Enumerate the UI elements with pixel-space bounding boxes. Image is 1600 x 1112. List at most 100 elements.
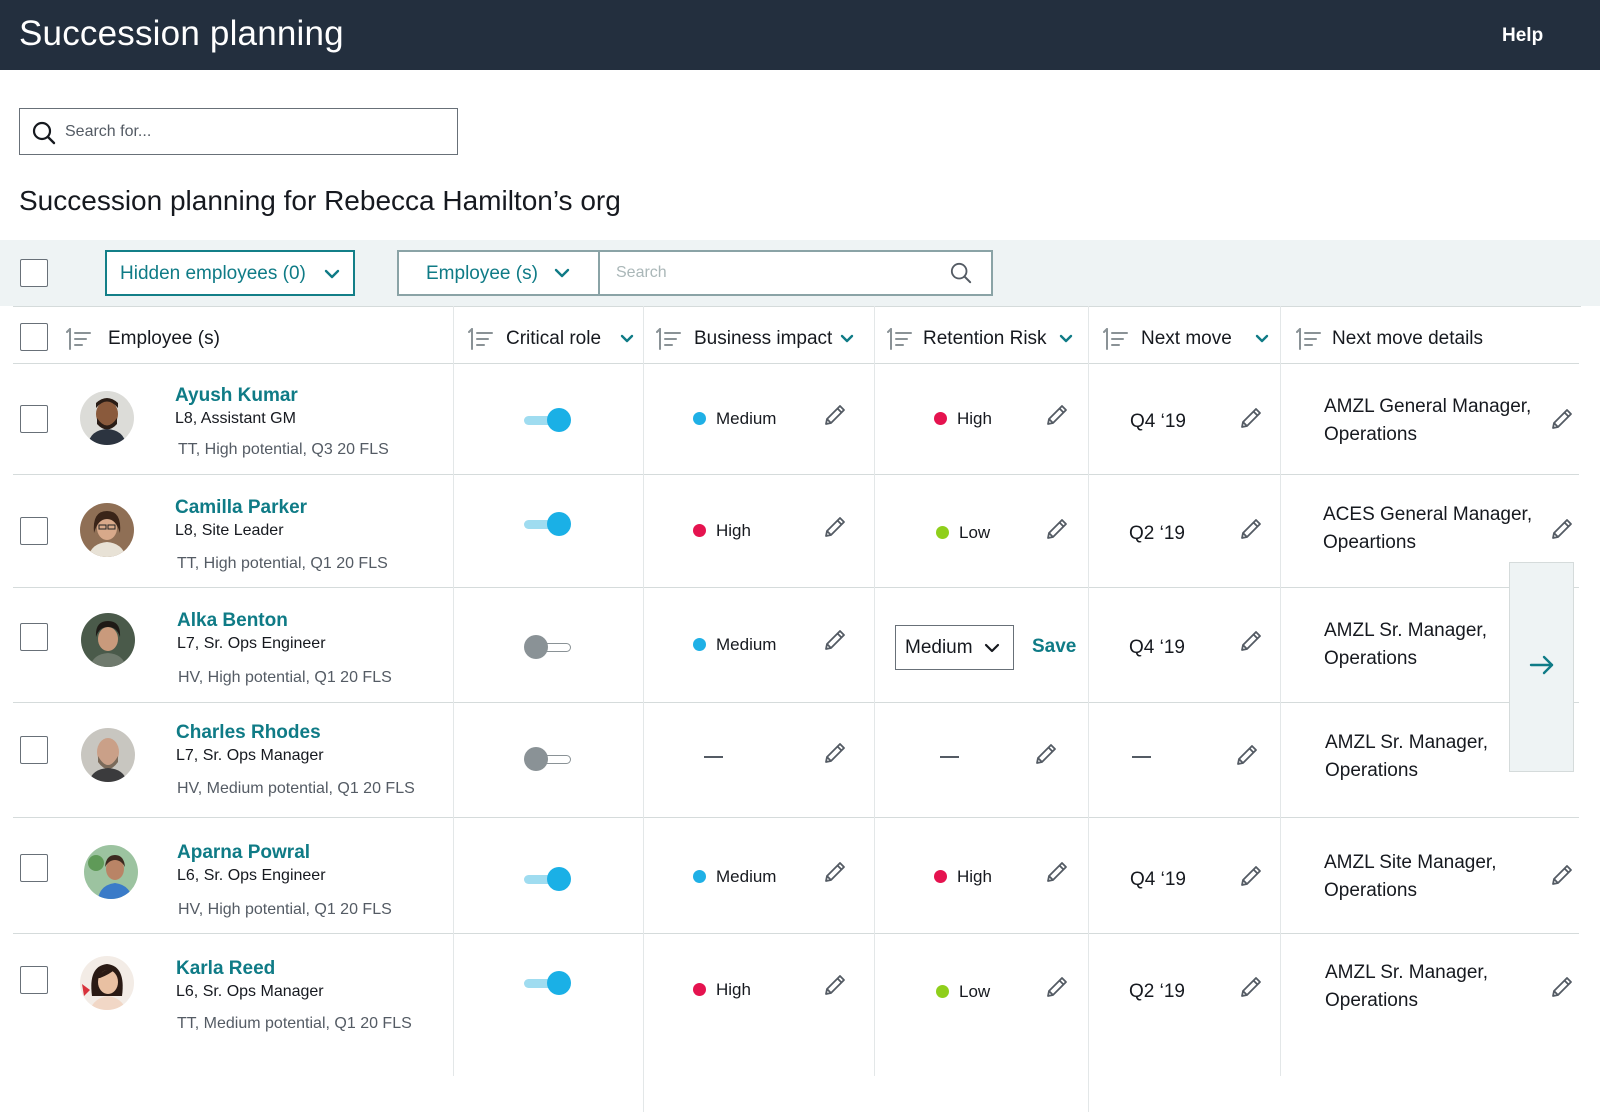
employee-name-link[interactable]: Charles Rhodes xyxy=(176,722,321,743)
pencil-icon[interactable] xyxy=(1044,516,1070,542)
column-divider xyxy=(1280,306,1281,1076)
details-line: Operations xyxy=(1324,424,1417,445)
column-divider xyxy=(453,306,454,1076)
sort-icon[interactable] xyxy=(66,326,92,352)
sort-icon[interactable] xyxy=(1296,326,1322,352)
details-line: Operations xyxy=(1324,880,1417,901)
sort-icon[interactable] xyxy=(656,326,682,352)
save-button[interactable]: Save xyxy=(1032,636,1077,657)
row-checkbox[interactable] xyxy=(20,736,48,764)
pencil-icon[interactable] xyxy=(1549,406,1575,432)
search-icon[interactable] xyxy=(950,262,972,284)
pencil-icon[interactable] xyxy=(822,972,848,998)
employee-role: L7, Sr. Ops Engineer xyxy=(177,635,326,652)
next-move-value: Q4 ‘19 xyxy=(1130,869,1186,890)
status-label: Medium xyxy=(716,635,777,654)
pencil-icon[interactable] xyxy=(1549,516,1575,542)
chevron-down-icon[interactable] xyxy=(620,334,634,344)
employee-name-link[interactable]: Camilla Parker xyxy=(175,497,308,518)
employee-filter-dropdown[interactable]: Employee (s) xyxy=(399,252,600,294)
employee-role: L6, Sr. Ops Engineer xyxy=(177,867,326,884)
status-dot xyxy=(936,526,949,539)
employee-tags: TT, High potential, Q3 20 FLS xyxy=(178,441,389,458)
row-checkbox[interactable] xyxy=(20,966,48,994)
select-all-checkbox[interactable] xyxy=(20,259,48,287)
hidden-employees-label: Hidden employees (0) xyxy=(120,263,306,284)
pencil-icon[interactable] xyxy=(1044,859,1070,885)
column-header-critical-role[interactable]: Critical role xyxy=(468,320,643,360)
next-move-value: Q2 ‘19 xyxy=(1129,523,1185,544)
pencil-icon[interactable] xyxy=(1238,628,1264,654)
filter-search[interactable] xyxy=(600,252,991,294)
status-label: High xyxy=(716,521,751,540)
row-checkbox[interactable] xyxy=(20,405,48,433)
pencil-icon[interactable] xyxy=(1238,516,1264,542)
critical-role-toggle[interactable] xyxy=(522,407,572,433)
chevron-down-icon xyxy=(984,643,1000,653)
column-header-retention-risk[interactable]: Retention Risk xyxy=(887,320,1087,360)
scroll-right-panel[interactable] xyxy=(1509,562,1574,772)
chevron-down-icon[interactable] xyxy=(840,334,854,344)
column-header-label: Employee (s) xyxy=(108,328,220,349)
employee-name-link[interactable]: Aparna Powral xyxy=(177,842,311,863)
pencil-icon[interactable] xyxy=(822,402,848,428)
business-impact-status: Medium xyxy=(693,867,776,887)
critical-role-toggle[interactable] xyxy=(522,970,572,996)
pencil-icon[interactable] xyxy=(1238,405,1264,431)
column-header-next-move[interactable]: Next move xyxy=(1103,320,1293,360)
pencil-icon[interactable] xyxy=(822,627,848,653)
employee-name-link[interactable]: Alka Benton xyxy=(177,610,288,631)
critical-role-toggle[interactable] xyxy=(522,511,572,537)
column-header-label: Next move details xyxy=(1332,328,1484,349)
retention-risk-select[interactable]: Medium xyxy=(895,625,1014,670)
details-line: AMZL Sr. Manager, xyxy=(1325,732,1488,753)
header-checkbox[interactable] xyxy=(20,323,48,351)
chevron-down-icon[interactable] xyxy=(1255,334,1269,344)
help-link[interactable]: Help xyxy=(1502,25,1544,46)
pencil-icon[interactable] xyxy=(1549,862,1575,888)
critical-role-toggle[interactable] xyxy=(523,634,573,660)
next-move-details: AMZL Sr. Manager, Operations xyxy=(1324,617,1487,673)
sort-icon[interactable] xyxy=(468,326,494,352)
pencil-icon[interactable] xyxy=(1044,974,1070,1000)
avatar xyxy=(80,956,134,1010)
column-header-business-impact[interactable]: Business impact xyxy=(656,320,876,360)
row-divider xyxy=(13,363,1579,364)
pencil-icon[interactable] xyxy=(1549,974,1575,1000)
filter-search-input[interactable] xyxy=(616,260,936,286)
employee-tags: TT, Medium potential, Q1 20 FLS xyxy=(177,1015,412,1032)
business-impact-empty xyxy=(704,756,723,758)
column-header-next-move-details[interactable]: Next move details xyxy=(1296,320,1556,360)
hidden-employees-dropdown[interactable]: Hidden employees (0) xyxy=(105,250,355,296)
arrow-right-icon[interactable] xyxy=(1529,654,1555,676)
sort-icon[interactable] xyxy=(887,326,913,352)
business-impact-status: Medium xyxy=(693,409,776,429)
row-checkbox[interactable] xyxy=(20,854,48,882)
employee-name-link[interactable]: Karla Reed xyxy=(176,958,276,979)
pencil-icon[interactable] xyxy=(1234,742,1260,768)
critical-role-toggle[interactable] xyxy=(522,866,572,892)
avatar xyxy=(80,391,134,445)
pencil-icon[interactable] xyxy=(1033,741,1059,767)
row-checkbox[interactable] xyxy=(20,623,48,651)
business-impact-status: High xyxy=(693,521,751,541)
sort-icon[interactable] xyxy=(1103,326,1129,352)
employee-filter-group: Employee (s) xyxy=(397,250,993,296)
global-search[interactable] xyxy=(19,108,458,155)
pencil-icon[interactable] xyxy=(822,514,848,540)
employee-name-link[interactable]: Ayush Kumar xyxy=(175,385,298,406)
pencil-icon[interactable] xyxy=(1238,863,1264,889)
row-checkbox[interactable] xyxy=(20,517,48,545)
search-input[interactable] xyxy=(65,117,445,147)
pencil-icon[interactable] xyxy=(1044,402,1070,428)
column-header-employee[interactable]: Employee (s) xyxy=(66,320,446,360)
page-title: Succession planning for Rebecca Hamilton… xyxy=(19,185,621,216)
top-bar: Succession planning Help xyxy=(0,0,1600,70)
chevron-down-icon[interactable] xyxy=(1059,334,1073,344)
employee-role: L6, Sr. Ops Manager xyxy=(176,983,324,1000)
pencil-icon[interactable] xyxy=(1238,974,1264,1000)
pencil-icon[interactable] xyxy=(822,740,848,766)
pencil-icon[interactable] xyxy=(822,859,848,885)
critical-role-toggle[interactable] xyxy=(523,746,573,772)
column-header-label: Next move xyxy=(1141,328,1232,349)
